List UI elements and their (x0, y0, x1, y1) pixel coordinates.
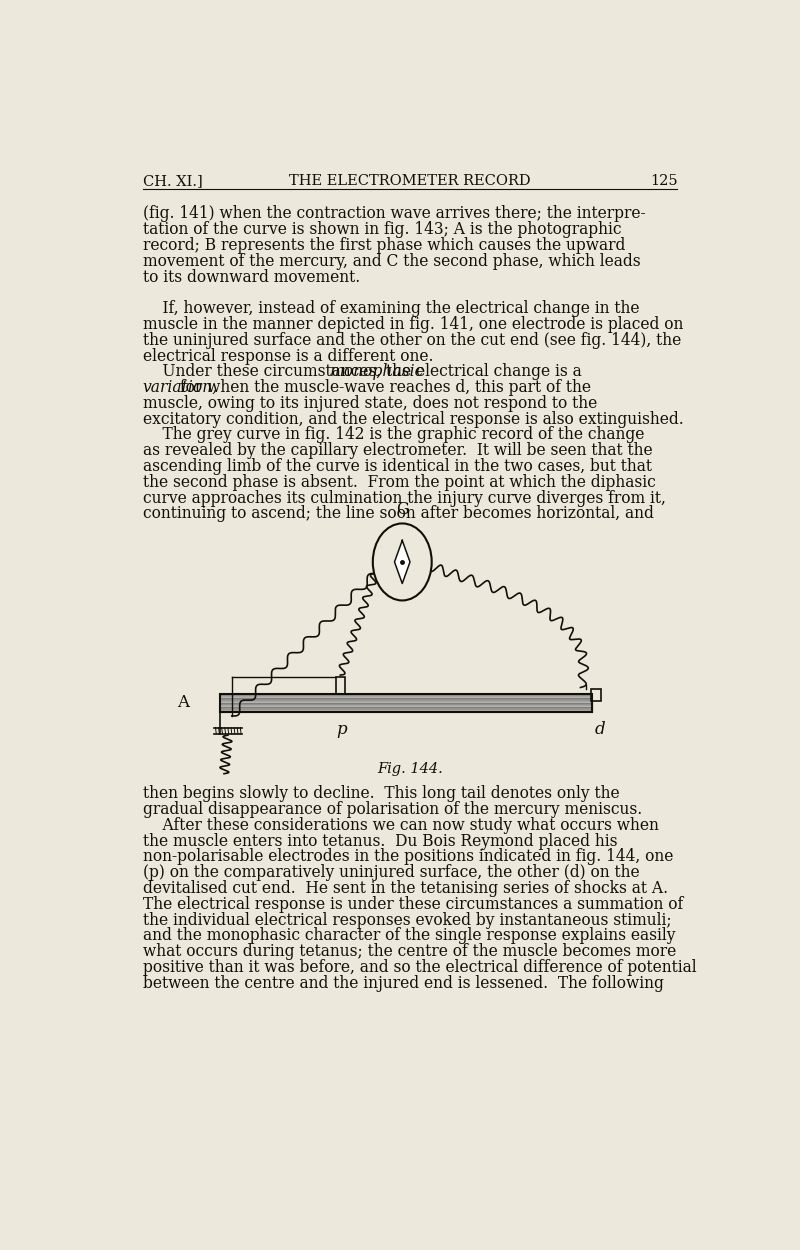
Text: to its downward movement.: to its downward movement. (142, 269, 360, 285)
Text: muscle in the manner depicted in fig. 141, one electrode is placed on: muscle in the manner depicted in fig. 14… (142, 316, 683, 332)
Text: d: d (594, 721, 605, 739)
Text: p: p (337, 721, 347, 739)
Text: 125: 125 (650, 174, 678, 188)
Text: for when the muscle-wave reaches d, this part of the: for when the muscle-wave reaches d, this… (175, 379, 591, 396)
Text: between the centre and the injured end is lessened.  The following: between the centre and the injured end i… (142, 975, 663, 991)
Text: what occurs during tetanus; the centre of the muscle becomes more: what occurs during tetanus; the centre o… (142, 942, 676, 960)
Text: muscle, owing to its injured state, does not respond to the: muscle, owing to its injured state, does… (142, 395, 597, 411)
Text: and the monophasic character of the single response explains easily: and the monophasic character of the sing… (142, 928, 675, 944)
Text: the individual electrical responses evoked by instantaneous stimuli;: the individual electrical responses evok… (142, 911, 671, 929)
Bar (590, 689, 602, 701)
Text: monophasic: monophasic (330, 364, 424, 380)
Text: curve approaches its culmination the injury curve diverges from it,: curve approaches its culmination the inj… (142, 490, 666, 506)
Text: non-polarisable electrodes in the positions indicated in fig. 144, one: non-polarisable electrodes in the positi… (142, 849, 673, 865)
Text: If, however, instead of examining the electrical change in the: If, however, instead of examining the el… (142, 300, 639, 318)
Text: variation,: variation, (142, 379, 218, 396)
Text: as revealed by the capillary electrometer.  It will be seen that the: as revealed by the capillary electromete… (142, 442, 652, 459)
Bar (220, 694, 592, 712)
Text: electrical response is a different one.: electrical response is a different one. (142, 348, 433, 365)
Text: After these considerations we can now study what occurs when: After these considerations we can now st… (142, 816, 658, 834)
Text: positive than it was before, and so the electrical difference of potential: positive than it was before, and so the … (142, 959, 696, 976)
Text: G: G (396, 501, 409, 518)
Text: tation of the curve is shown in fig. 143; A is the photographic: tation of the curve is shown in fig. 143… (142, 221, 621, 239)
Bar (336, 676, 345, 694)
Text: excitatory condition, and the electrical response is also extinguished.: excitatory condition, and the electrical… (142, 411, 683, 428)
Text: the second phase is absent.  From the point at which the diphasic: the second phase is absent. From the poi… (142, 474, 655, 491)
Text: movement of the mercury, and C the second phase, which leads: movement of the mercury, and C the secon… (142, 253, 640, 270)
Text: The grey curve in fig. 142 is the graphic record of the change: The grey curve in fig. 142 is the graphi… (142, 426, 644, 444)
Text: continuing to ascend; the line soon after becomes horizontal, and: continuing to ascend; the line soon afte… (142, 505, 654, 522)
Text: THE ELECTROMETER RECORD: THE ELECTROMETER RECORD (289, 174, 531, 188)
Text: Fig. 144.: Fig. 144. (377, 762, 443, 776)
Text: A: A (177, 694, 189, 711)
Text: then begins slowly to decline.  This long tail denotes only the: then begins slowly to decline. This long… (142, 785, 619, 802)
Text: record; B represents the first phase which causes the upward: record; B represents the first phase whi… (142, 238, 625, 254)
Text: The electrical response is under these circumstances a summation of: The electrical response is under these c… (142, 896, 683, 912)
Ellipse shape (373, 524, 432, 600)
Text: (p) on the comparatively uninjured surface, the other (d) on the: (p) on the comparatively uninjured surfa… (142, 864, 639, 881)
Text: ascending limb of the curve is identical in the two cases, but that: ascending limb of the curve is identical… (142, 458, 652, 475)
Text: the muscle enters into tetanus.  Du Bois Reymond placed his: the muscle enters into tetanus. Du Bois … (142, 832, 617, 850)
Text: the uninjured surface and the other on the cut end (see fig. 144), the: the uninjured surface and the other on t… (142, 331, 681, 349)
Text: gradual disappearance of polarisation of the mercury meniscus.: gradual disappearance of polarisation of… (142, 801, 642, 818)
Polygon shape (394, 540, 410, 584)
Text: (fig. 141) when the contraction wave arrives there; the interpre-: (fig. 141) when the contraction wave arr… (142, 205, 646, 222)
Text: Under these circumstances, the electrical change is a: Under these circumstances, the electrica… (142, 364, 586, 380)
Text: CH. XI.]: CH. XI.] (142, 174, 202, 188)
Text: devitalised cut end.  He sent in the tetanising series of shocks at A.: devitalised cut end. He sent in the teta… (142, 880, 668, 898)
